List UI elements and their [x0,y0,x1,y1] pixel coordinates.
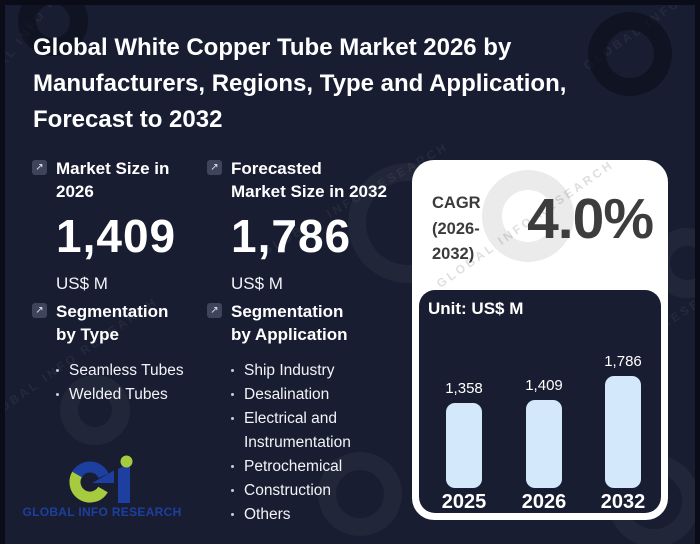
list-item: Welded Tubes [56,383,207,407]
segment-label: Segmentation by Application [231,302,348,344]
stat-label: Market Size in 2026 [56,159,170,201]
bar [605,376,641,488]
chart-unit-label: Unit: US$ M [428,299,524,318]
arrow-up-right-icon: ↗ [207,160,222,175]
list-item-label: Seamless Tubes [69,362,184,379]
segment-label: Segmentation by Type [56,302,169,344]
bar-value-label: 1,358 [445,380,483,397]
cagr-value: 4.0% [527,187,654,251]
list-item: Petrochemical [231,455,407,479]
bullet-icon [56,369,59,372]
stat-heading: ↗ Market Size in 2026 [32,157,204,203]
list-item: Seamless Tubes [56,359,207,383]
list-item: Ship Industry [231,359,407,383]
page-title: Global White Copper Tube Market 2026 by … [33,34,567,133]
list-item-label: Construction [244,482,332,499]
list-item-label: Welded Tubes [69,386,168,403]
bullet-icon [231,393,234,396]
type-list: Seamless Tubes Welded Tubes [56,359,207,407]
stat-value: 1,786 [231,210,352,262]
bar-group: 1,786 2032 [601,353,646,513]
list-item-label: Desalination [244,386,330,403]
list-item-label: Petrochemical [244,458,343,475]
cagr-label: CAGR (2026- 2032) [432,194,481,263]
list-item: Desalination [231,383,407,407]
bar-category-label: 2032 [600,491,646,513]
bar-group: 1,358 2025 [442,380,487,513]
list-item-label: Electrical and Instrumentation [244,410,351,451]
bullet-icon [231,513,234,516]
watermark-ring [18,0,88,56]
bar-chart-panel: Unit: US$ M 1,358 2025 1,409 2026 1,786 2032 [419,290,661,513]
segmentation-by-type: ↗ Segmentation by Type Seamless Tubes Wel… [32,300,207,407]
bullet-icon [231,489,234,492]
edge-shadow-right [695,0,700,544]
bar-category-label: 2025 [441,491,487,513]
stat-market-size-2026: ↗ Market Size in 2026 1,409 US$ M [32,157,204,294]
arrow-up-right-icon: ↗ [32,160,47,175]
bar [526,400,562,488]
segment-heading: ↗ Segmentation by Type [32,300,207,346]
bar-value-label: 1,409 [525,377,563,394]
bullet-icon [231,369,234,372]
arrow-up-right-icon: ↗ [32,303,47,318]
application-list: Ship Industry Desalination Electrical and … [231,359,407,527]
edge-shadow-left [0,0,5,544]
bar-group: 1,409 2026 [522,377,567,513]
list-item: Electrical and Instrumentation [231,407,407,455]
list-item: Construction [231,479,407,503]
bullet-icon [231,465,234,468]
gi-logo-icon [69,455,133,503]
segment-heading: ↗ Segmentation by Application [207,300,407,346]
stat-label: Forecasted Market Size in 2032 [231,159,387,201]
stat-value: 1,409 [56,210,177,262]
edge-shadow-top [0,0,700,5]
list-item: Others [231,503,407,527]
logo-wordmark: GLOBAL INFO RESEARCH [22,505,182,519]
list-item-label: Others [244,506,291,523]
segmentation-by-application: ↗ Segmentation by Application Ship Indus… [207,300,407,527]
stat-forecast-size-2032: ↗ Forecasted Market Size in 2032 1,786 U… [207,157,407,294]
bullet-icon [231,417,234,420]
bar [446,403,482,488]
cagr-chart-card: GLOBAL INFO RESEARCH CAGR (2026- 2032) 4… [412,160,668,520]
bullet-icon [56,393,59,396]
chart-bars: 1,358 2025 1,409 2026 1,786 2032 [419,290,661,513]
stat-unit: US$ M [231,274,283,293]
bar-category-label: 2026 [521,491,567,513]
stat-heading: ↗ Forecasted Market Size in 2032 [207,157,407,203]
stat-unit: US$ M [56,274,108,293]
bar-value-label: 1,786 [604,353,642,370]
list-item-label: Ship Industry [244,362,335,379]
arrow-up-right-icon: ↗ [207,303,222,318]
